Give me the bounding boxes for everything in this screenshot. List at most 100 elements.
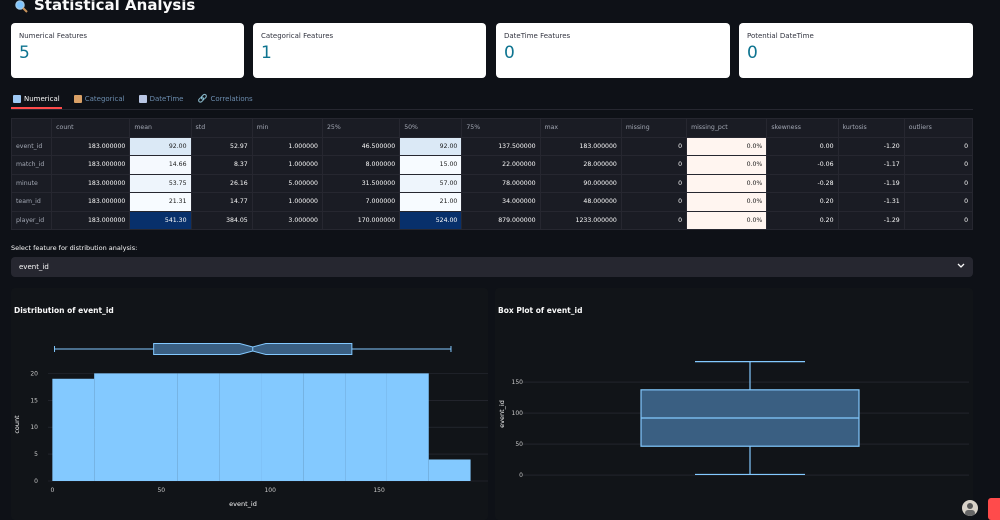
y-tick-label: 0 <box>34 478 38 485</box>
table-cell: 21.31 <box>129 192 192 212</box>
feature-select-label: Select feature for distribution analysis… <box>11 244 138 252</box>
column-header[interactable]: missing <box>620 118 688 138</box>
y-axis-label: count <box>13 415 21 434</box>
histogram-bar <box>136 373 178 481</box>
column-header[interactable]: 75% <box>461 118 541 138</box>
tab-datetime[interactable]: DateTime <box>137 90 186 107</box>
tab-categorical[interactable]: Categorical <box>72 90 127 107</box>
link-icon: 🔗 <box>197 94 208 103</box>
metric-value: 1 <box>261 43 272 63</box>
x-tick-label: 50 <box>157 487 165 494</box>
table-row: player_id 183.000000 541.30 384.05 3.000000 1… <box>10 210 974 230</box>
metric-value: 5 <box>19 43 30 63</box>
table-cell: 15.00 <box>399 155 463 175</box>
table-cell: 0.20 <box>766 192 839 212</box>
histogram-panel: Distribution of event_id 0 5 10 15 20 0 50 100 1… <box>11 288 488 520</box>
table-cell: 48.000000 <box>539 192 622 212</box>
column-header[interactable]: skewness <box>766 118 839 138</box>
column-header[interactable]: 50% <box>399 118 463 138</box>
histogram-bar <box>386 373 429 481</box>
table-cell: 183.000000 <box>51 210 131 230</box>
boxplot-panel: Box Plot of event_id 0 50 100 150 event_id <box>495 288 973 520</box>
table-cell: 0.0% <box>686 136 768 156</box>
histogram-bar <box>177 373 220 481</box>
column-header[interactable]: count <box>51 118 131 138</box>
column-header[interactable]: outliers <box>903 118 974 138</box>
histogram-bar <box>428 459 471 481</box>
table-cell: -1.17 <box>837 155 905 175</box>
tab-label: Categorical <box>84 94 125 103</box>
feature-select[interactable]: event_id <box>11 257 973 277</box>
histogram-bar <box>94 373 136 481</box>
table-cell: 57.00 <box>399 173 463 193</box>
tab-label: Numerical <box>24 94 60 103</box>
table-cell: 1.000000 <box>251 136 323 156</box>
x-tick-label: 100 <box>264 487 276 494</box>
table-cell: 0 <box>903 173 974 193</box>
table-cell: 183.000000 <box>539 136 622 156</box>
histogram-bar <box>303 373 346 481</box>
metric-label: Numerical Features <box>19 32 88 40</box>
y-tick-label: 15 <box>30 397 38 404</box>
table-row: minute 183.000000 53.75 26.16 5.000000 31.500… <box>10 173 974 193</box>
y-tick-label: 150 <box>512 379 524 386</box>
table-cell: 46.500000 <box>321 136 401 156</box>
metric-label: Categorical Features <box>261 32 334 40</box>
column-header[interactable]: std <box>190 118 253 138</box>
table-cell: 92.00 <box>399 136 463 156</box>
x-tick-label: 0 <box>50 487 54 494</box>
boxplot-title: Box Plot of event_id <box>498 306 583 315</box>
table-cell: 8.000000 <box>321 155 401 175</box>
table-cell: 22.000000 <box>461 155 541 175</box>
table-cell: 170.000000 <box>321 210 401 230</box>
table-cell: 52.97 <box>190 136 253 156</box>
boxplot-chart: 0 50 100 150 event_id <box>498 361 969 479</box>
table-cell: 92.00 <box>129 136 192 156</box>
statistics-table: count mean std min 25% 50% 75% max missi… <box>10 118 974 230</box>
table-cell: 0 <box>620 210 688 230</box>
table-cell: 31.500000 <box>321 173 401 193</box>
feature-select-value: event_id <box>19 263 49 271</box>
table-cell: 0 <box>620 192 688 212</box>
table-cell: 0 <box>620 155 688 175</box>
avatar[interactable] <box>962 500 978 516</box>
table-cell: 26.16 <box>190 173 253 193</box>
deploy-button[interactable] <box>988 498 1000 520</box>
table-cell: -0.06 <box>766 155 839 175</box>
y-tick-label: 5 <box>34 451 38 458</box>
table-cell: 879.000000 <box>461 210 541 230</box>
column-header[interactable]: min <box>251 118 323 138</box>
table-cell: 0 <box>903 192 974 212</box>
table-row: match_id 183.000000 14.66 8.37 1.000000 8.000… <box>10 155 974 175</box>
histogram-title: Distribution of event_id <box>14 306 114 315</box>
column-header[interactable]: missing_pct <box>686 118 768 138</box>
table-cell: 1233.000000 <box>539 210 622 230</box>
table-cell: 0 <box>903 210 974 230</box>
page-title: Statistical Analysis <box>14 0 195 16</box>
metric-card-datetime: DateTime Features 0 <box>496 23 730 78</box>
table-cell: 183.000000 <box>51 173 131 193</box>
table-cell: 5.000000 <box>251 173 323 193</box>
column-header[interactable]: max <box>539 118 622 138</box>
table-cell: 53.75 <box>129 173 192 193</box>
table-cell: -1.29 <box>837 210 905 230</box>
index-header <box>10 118 53 138</box>
table-cell: 0 <box>620 173 688 193</box>
column-header[interactable]: 25% <box>321 118 401 138</box>
column-header[interactable]: kurtosis <box>837 118 905 138</box>
magnifier-icon <box>14 0 28 13</box>
tab-correlations[interactable]: 🔗 Correlations <box>195 90 254 107</box>
tab-numerical[interactable]: Numerical <box>11 90 62 109</box>
metric-value: 0 <box>747 43 758 63</box>
tab-label: Correlations <box>210 94 253 103</box>
table-header-row: count mean std min 25% 50% 75% max missi… <box>10 118 974 138</box>
metric-label: Potential DateTime <box>747 32 814 40</box>
table-row: event_id 183.000000 92.00 52.97 1.000000 46.5… <box>10 136 974 156</box>
histogram-bar <box>261 373 304 481</box>
table-cell: -0.28 <box>766 173 839 193</box>
y-tick-label: 10 <box>30 424 38 431</box>
table-cell: 384.05 <box>190 210 253 230</box>
column-header[interactable]: mean <box>129 118 192 138</box>
histogram-bar <box>345 373 387 481</box>
table-cell: 7.000000 <box>321 192 401 212</box>
